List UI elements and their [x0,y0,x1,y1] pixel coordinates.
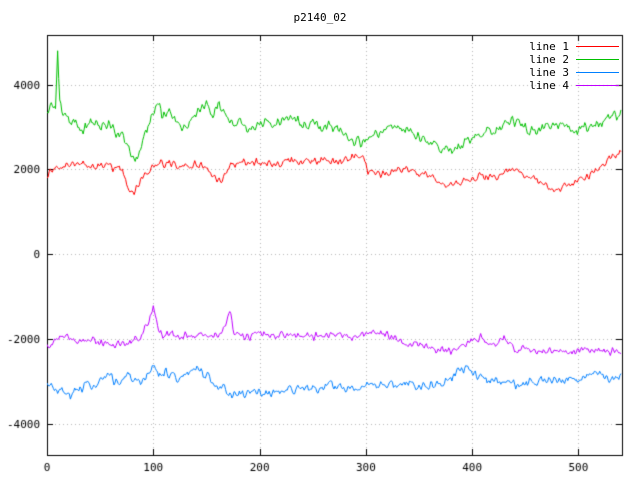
legend-item-label: line 2 [529,52,569,66]
chart-legend: line 1 line 2 line 3 line 4 [529,39,619,92]
legend-line-swatch [576,45,619,47]
legend-line-swatch [576,84,619,86]
legend-item-label: line 4 [529,78,569,92]
legend-item: line 1 [529,39,619,53]
legend-item: line 4 [529,78,619,92]
chart-title: p2140_02 [293,11,347,24]
legend-line-swatch [576,71,619,73]
legend-item-label: line 1 [529,39,569,53]
legend-item: line 2 [529,52,619,66]
legend-line-swatch [576,58,619,60]
legend-item: line 3 [529,65,619,79]
legend-item-label: line 3 [529,65,569,79]
